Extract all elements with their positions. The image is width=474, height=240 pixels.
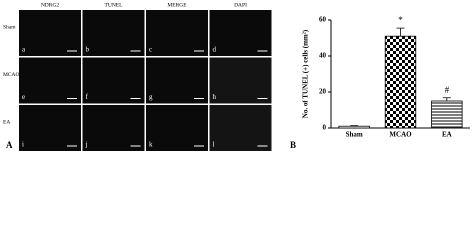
panel-label: b (86, 46, 90, 54)
micrograph (146, 10, 208, 56)
row-label: Sham (3, 24, 16, 30)
panel-label: c (149, 46, 152, 54)
y-tick-label: 60 (319, 16, 327, 24)
x-tick-label: EA (442, 131, 452, 139)
micrograph (19, 105, 81, 151)
error-bar (396, 27, 405, 37)
panel-label: j (85, 141, 88, 149)
error-bar (442, 97, 451, 101)
error-bar (350, 125, 359, 127)
micrograph (146, 57, 208, 104)
column-header: TUNEL (104, 2, 123, 8)
micrograph (82, 105, 145, 151)
annotation: # (445, 85, 450, 95)
y-tick-label: 0 (323, 124, 327, 132)
bar (338, 125, 370, 129)
micrograph (209, 105, 272, 151)
panel-label: d (213, 46, 217, 54)
micrograph (146, 105, 208, 151)
panel-label: g (149, 93, 153, 101)
y-axis-label: No. of TUNEL (+) cells (mm²) (302, 29, 310, 118)
panel-label: e (22, 93, 25, 101)
micrograph (19, 10, 81, 56)
y-tick-label: 20 (319, 88, 327, 96)
x-tick-label: MCAO (389, 131, 412, 139)
panel-label: f (86, 93, 89, 101)
panel-label: a (22, 46, 26, 54)
row-label: EA (3, 119, 10, 125)
panel-label: k (149, 141, 153, 149)
bar (384, 35, 417, 129)
panel-label: h (213, 93, 217, 101)
column-header: MERGE (167, 2, 187, 8)
micrograph (209, 57, 272, 104)
column-header: DAPI (234, 2, 247, 8)
y-tick-label: 40 (319, 52, 327, 60)
micrograph (82, 57, 145, 104)
row-label: MCAO (3, 72, 20, 78)
figure: A B NDRG2 TUNEL MERGE DAPI Sham a b c d MCAO e f g h E… (3, 2, 470, 151)
bar (431, 100, 463, 129)
panel-letter: A (6, 140, 13, 150)
annotation: * (398, 15, 403, 25)
panel-label: i (22, 141, 24, 149)
micrograph (209, 10, 272, 56)
column-header: NDRG2 (41, 2, 60, 8)
panel-letter: B (290, 140, 296, 150)
panel-label: l (213, 141, 215, 149)
micrograph (82, 10, 145, 56)
x-tick-label: Sham (346, 131, 363, 139)
micrograph (19, 57, 81, 104)
